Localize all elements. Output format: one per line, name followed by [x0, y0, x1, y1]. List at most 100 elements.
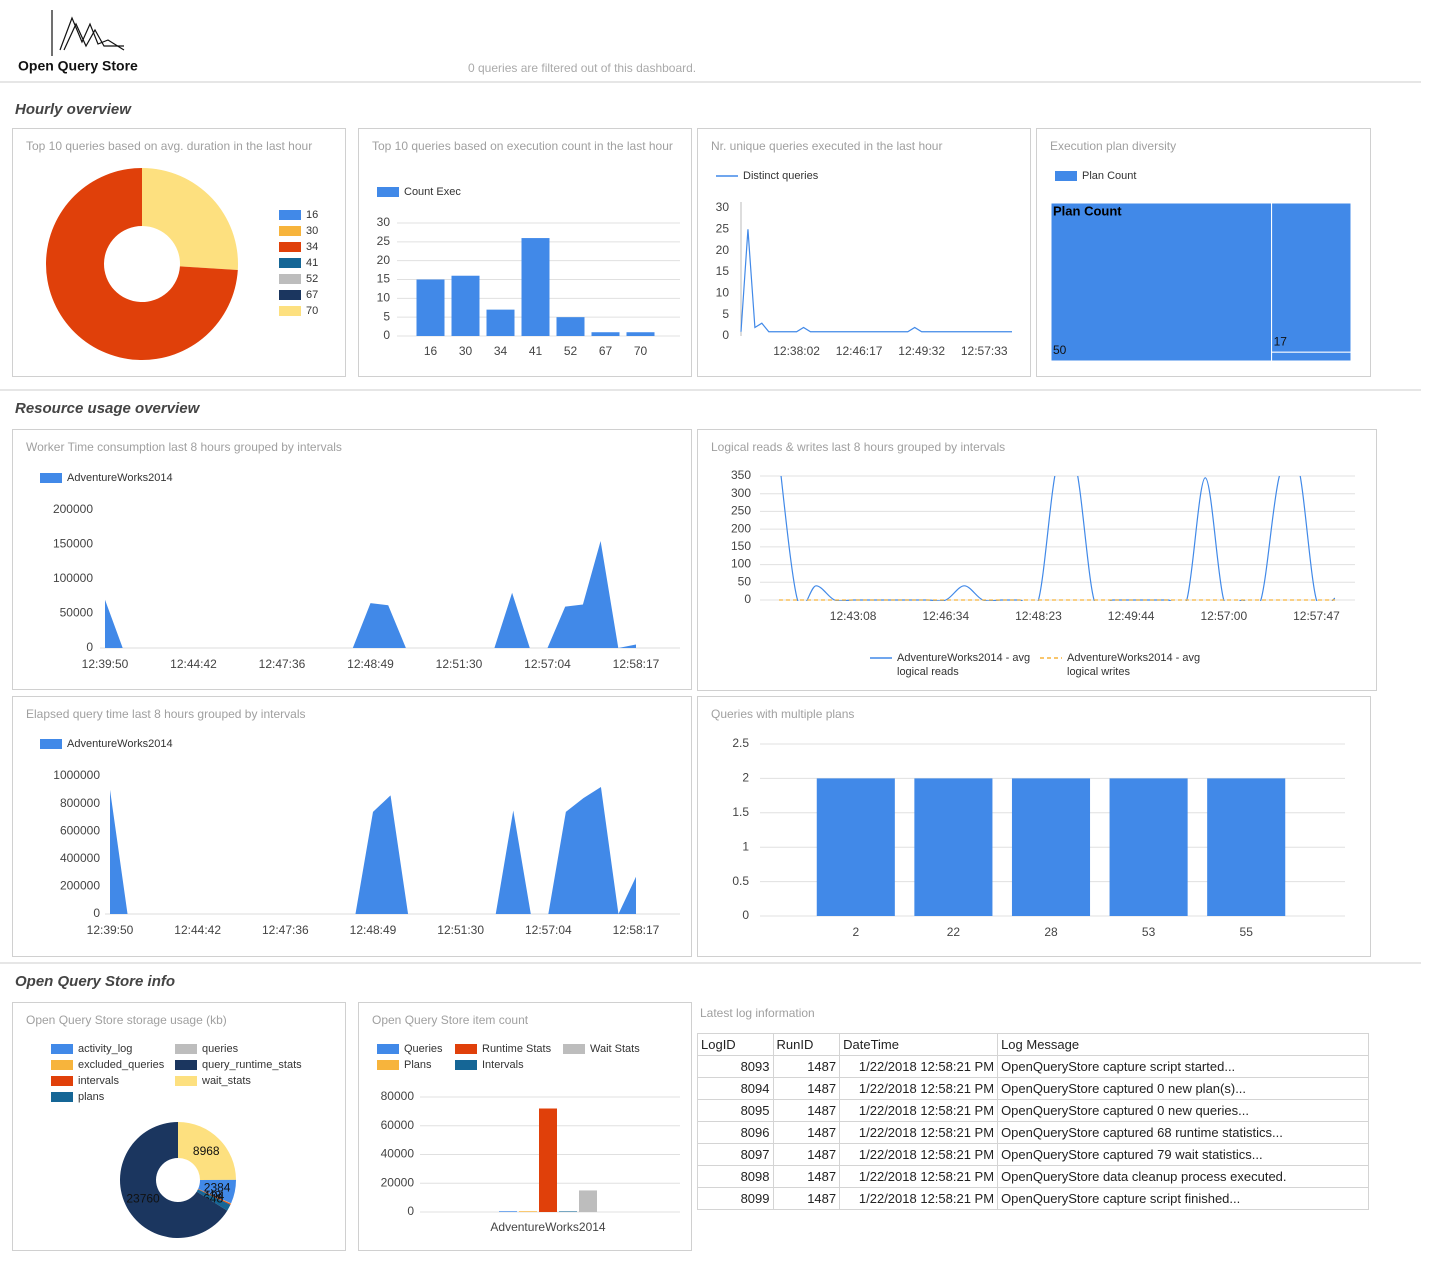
- legend-swatch: [51, 1076, 73, 1086]
- cell: 1/22/2018 12:58:21 PM: [839, 1143, 999, 1166]
- bar: [519, 1211, 537, 1212]
- cell: OpenQueryStore capture script started...: [997, 1055, 1369, 1078]
- log-row: 8099 1487 1/22/2018 12:58:21 PM OpenQuerySt…: [697, 1187, 1369, 1210]
- y-tick-label: 5: [722, 307, 729, 321]
- y-tick-label: 2: [742, 771, 749, 785]
- y-tick-label: 0: [407, 1204, 414, 1218]
- logo-curve: [59, 16, 125, 51]
- y-tick-label: 0: [93, 906, 100, 920]
- area: [110, 787, 636, 914]
- chart-title: Queries with multiple plans: [711, 707, 855, 721]
- bar: [626, 332, 655, 336]
- data-label: 50: [1053, 343, 1067, 357]
- x-tick-label: 70: [634, 344, 648, 358]
- legend-label: activity_log: [78, 1043, 132, 1055]
- x-tick-label: 12:39:50: [82, 657, 129, 671]
- y-tick-label: 150: [731, 539, 751, 553]
- column-header: DateTime: [839, 1033, 999, 1056]
- data-label: 2384: [204, 1180, 231, 1194]
- bar: [559, 1211, 577, 1212]
- legend-label: query_runtime_stats: [202, 1059, 302, 1071]
- pie-slice: [197, 1189, 231, 1205]
- y-tick-label: 50000: [60, 606, 94, 620]
- y-tick-label: 10: [716, 286, 730, 300]
- y-tick-label: 200000: [60, 879, 100, 893]
- bar: [451, 275, 480, 336]
- legend-swatch: [377, 1044, 399, 1054]
- y-tick-label: 0: [86, 640, 93, 654]
- x-tick-label: 12:57:47: [1293, 609, 1340, 623]
- y-tick-label: 5: [383, 309, 390, 323]
- chart-title: Execution plan diversity: [1050, 139, 1177, 153]
- cell-title: Plan Count: [1053, 203, 1122, 218]
- bar: [486, 309, 515, 336]
- y-tick-label: 0.5: [732, 874, 749, 888]
- y-tick-label: 0: [383, 328, 390, 342]
- legend-label: Queries: [404, 1043, 443, 1055]
- y-tick-label: 1000000: [53, 768, 100, 782]
- legend-label: plans: [78, 1091, 105, 1103]
- y-tick-label: 15: [377, 272, 391, 286]
- y-tick-label: 30: [377, 215, 391, 229]
- pie-slice: [178, 1122, 236, 1180]
- log-row: 8093 1487 1/22/2018 12:58:21 PM OpenQuerySt…: [697, 1055, 1369, 1078]
- bar: [579, 1190, 597, 1212]
- cell: OpenQueryStore data cleanup process exec…: [997, 1165, 1369, 1188]
- y-tick-label: 300: [731, 486, 751, 500]
- cell: 1/22/2018 12:58:21 PM: [839, 1165, 999, 1188]
- y-tick-label: 0: [744, 592, 751, 606]
- y-tick-label: 200000: [53, 502, 93, 516]
- pie-slice: [142, 168, 238, 271]
- legend-swatch: [279, 306, 301, 316]
- chart-title: Open Query Store storage usage (kb): [26, 1013, 227, 1027]
- cell: 8094: [697, 1077, 774, 1100]
- x-tick-label: 53: [1142, 925, 1156, 939]
- bar: [591, 332, 620, 336]
- x-tick-label: 12:38:02: [773, 344, 820, 358]
- x-tick-label: 41: [529, 344, 543, 358]
- x-tick-label: 12:44:42: [174, 923, 221, 937]
- chart-title: Top 10 queries based on avg. duration in…: [26, 139, 313, 153]
- x-tick-label: 12:47:36: [262, 923, 309, 937]
- cell: 1487: [772, 1055, 841, 1078]
- legend-label: 41: [306, 257, 318, 269]
- cell: 8098: [697, 1165, 774, 1188]
- cell: 1/22/2018 12:58:21 PM: [839, 1121, 999, 1144]
- y-tick-label: 20: [716, 243, 730, 257]
- x-tick-label: 12:43:08: [830, 609, 877, 623]
- x-tick-label: 22: [947, 925, 961, 939]
- cell: OpenQueryStore capture script finished..…: [997, 1187, 1369, 1210]
- x-tick-label: 12:48:49: [350, 923, 397, 937]
- legend-swatch: [279, 258, 301, 268]
- y-tick-label: 600000: [60, 823, 100, 837]
- legend-label: 70: [306, 305, 318, 317]
- legend-label: Count Exec: [404, 186, 461, 198]
- x-tick-label: 55: [1240, 925, 1254, 939]
- cell: OpenQueryStore captured 79 wait statisti…: [997, 1143, 1369, 1166]
- y-tick-label: 25: [377, 234, 391, 248]
- data-label: 8968: [193, 1144, 220, 1158]
- pie-slice: [198, 1188, 232, 1204]
- section-title: Resource usage overview: [15, 400, 200, 417]
- cell: 1/22/2018 12:58:21 PM: [839, 1055, 999, 1078]
- legend-swatch: [175, 1044, 197, 1054]
- y-tick-label: 60000: [381, 1118, 415, 1132]
- section-title: Hourly overview: [15, 101, 131, 118]
- y-tick-label: 20: [377, 253, 391, 267]
- cell: 1487: [772, 1143, 841, 1166]
- legend-label: 16: [306, 209, 318, 221]
- section-title: Open Query Store info: [15, 973, 176, 990]
- log-table: LogID RunID DateTime Log Message 8093 1487 1/2…: [697, 1033, 1369, 1210]
- y-tick-label: 0: [742, 908, 749, 922]
- x-tick-label: 30: [459, 344, 473, 358]
- column-header: LogID: [697, 1033, 774, 1056]
- treemap-cell: [1271, 351, 1352, 362]
- legend-label: wait_stats: [201, 1075, 251, 1087]
- bar: [556, 317, 585, 336]
- bar: [914, 778, 993, 916]
- cell: OpenQueryStore captured 0 new queries...: [997, 1099, 1369, 1122]
- cell: OpenQueryStore captured 0 new plan(s)...: [997, 1077, 1369, 1100]
- x-tick-label: 2: [852, 925, 859, 939]
